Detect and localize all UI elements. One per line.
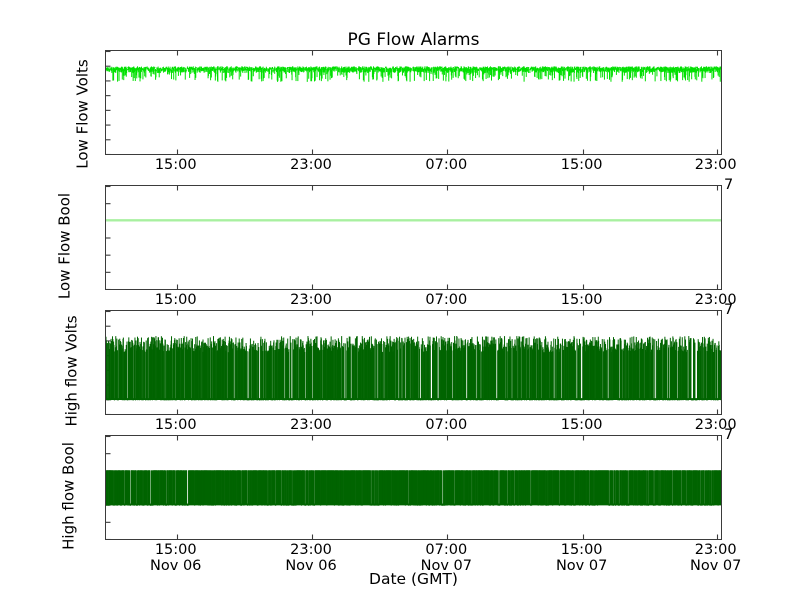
x-tick-label: 15:00 [155, 157, 197, 173]
edge-stray-label-3: 7 [724, 427, 734, 443]
x-tick-time: 23:00 [694, 292, 737, 308]
x-tick-date: Nov 06 [150, 558, 202, 574]
x-tick-label: 15:00 [561, 157, 603, 173]
x-tick-label: 23:00 Nov 06 [285, 542, 336, 574]
axis-label-low-flow-volts: Low Flow Volts [73, 59, 92, 169]
x-tick-label: 15:00 Nov 06 [150, 542, 201, 574]
x-tick-label: 23:00 [695, 157, 737, 173]
x-tick-label: 23:00 [695, 417, 737, 433]
x-tick-time: 15:00 [560, 157, 603, 173]
x-tick-time: 23:00 [694, 417, 737, 433]
edge-stray-label-2: 7 [724, 302, 734, 318]
x-tick-time: 23:00 [290, 157, 332, 173]
x-tick-time: 23:00 [290, 542, 332, 558]
subplot-low-flow-bool: -1.0-0.50.00.51.01.52.0 [105, 185, 722, 290]
plot-area-high-flow-volts [106, 311, 721, 414]
axis-label-high-flow-bool: High flow Bool [59, 442, 78, 550]
x-tick-time: 15:00 [154, 157, 197, 173]
x-tick-label: 07:00 [425, 292, 467, 308]
x-tick-label: 15:00 [561, 292, 603, 308]
x-tick-date: Nov 07 [555, 558, 608, 574]
subplot-high-flow-bool: -1.0-0.50.00.51.01.52.0 [105, 435, 722, 540]
x-tick-time: 15:00 [154, 542, 197, 558]
x-tick-time: 23:00 [694, 542, 737, 558]
x-tick-time: 23:00 [290, 292, 332, 308]
x-tick-time: 15:00 [154, 417, 197, 433]
axis-label-x: Date (GMT) [369, 570, 458, 588]
x-tick-date: Nov 07 [690, 558, 742, 574]
x-tick-time: 23:00 [290, 417, 332, 433]
x-tick-label: 15:00 [561, 417, 603, 433]
x-tick-label: 07:00 Nov 07 [421, 542, 472, 574]
page-title: PG Flow Alarms [347, 30, 480, 50]
x-tick-time: 07:00 [425, 157, 468, 173]
x-tick-time: 15:00 [560, 417, 603, 433]
x-tick-label: 07:00 [425, 417, 467, 433]
plot-area-low-flow-volts [106, 51, 721, 154]
x-tick-date: Nov 07 [420, 558, 472, 574]
edge-stray-label-1: 7 [724, 177, 734, 193]
x-tick-label: 23:00 [290, 292, 332, 308]
subplot-high-flow-volts: -10123456 [105, 310, 722, 415]
x-tick-label: 15:00 [155, 292, 197, 308]
plot-area-high-flow-bool [106, 436, 721, 539]
x-tick-time: 07:00 [425, 417, 468, 433]
x-tick-label: 23:00 [695, 292, 737, 308]
x-tick-time: 07:00 [425, 542, 468, 558]
x-tick-time: 23:00 [694, 157, 737, 173]
x-tick-label: 15:00 Nov 07 [556, 542, 607, 574]
x-tick-label: 15:00 [155, 417, 197, 433]
x-tick-label: 23:00 Nov 07 [690, 542, 741, 574]
x-tick-label: 07:00 [425, 157, 467, 173]
x-tick-label: 23:00 [290, 417, 332, 433]
x-tick-time: 07:00 [425, 292, 468, 308]
x-tick-label: 23:00 [290, 157, 332, 173]
x-tick-time: 15:00 [560, 292, 603, 308]
x-tick-date: Nov 06 [285, 558, 337, 574]
plot-area-low-flow-bool [106, 186, 721, 289]
x-tick-time: 15:00 [154, 292, 197, 308]
x-tick-time: 15:00 [560, 542, 603, 558]
subplot-low-flow-volts: -10123456 [105, 50, 722, 155]
